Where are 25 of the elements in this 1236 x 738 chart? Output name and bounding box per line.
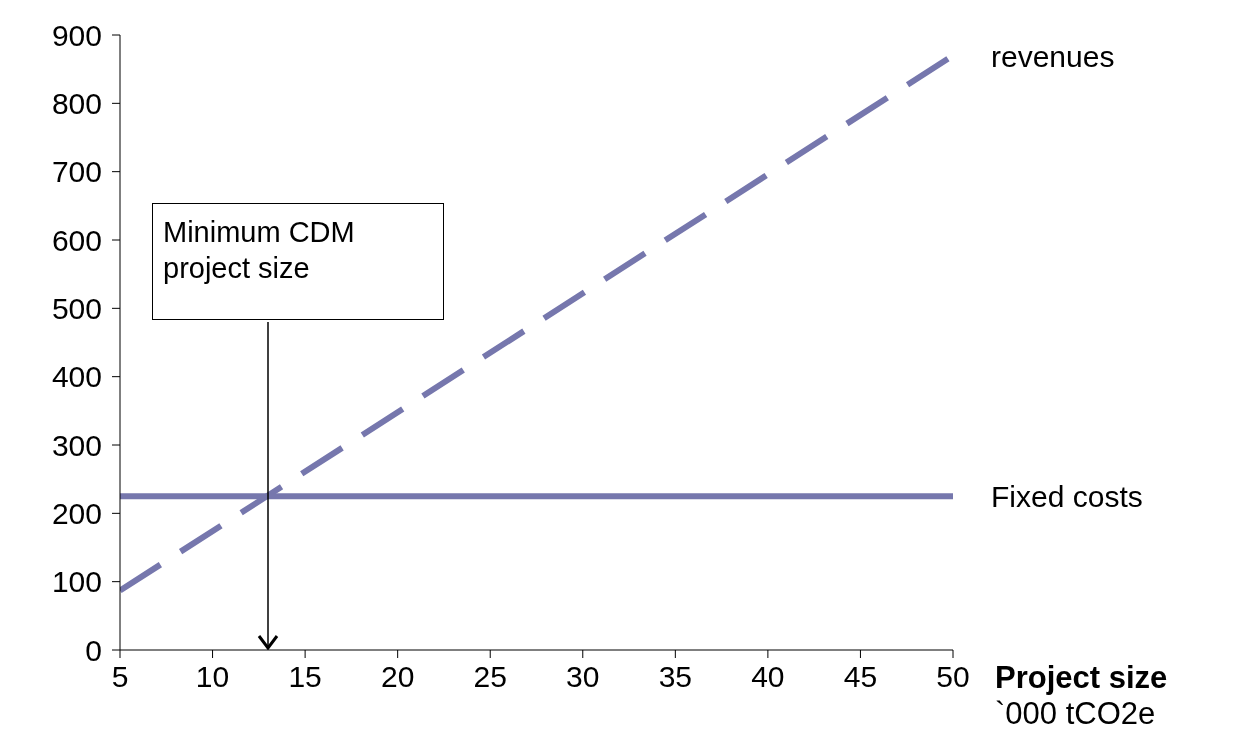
y-tick-label: 900 — [51, 18, 102, 52]
y-tick-label: 500 — [51, 291, 102, 325]
x-tick-label: 15 — [288, 660, 322, 694]
y-tick-label: 600 — [51, 223, 102, 257]
text: `000 tCO2e — [995, 696, 1157, 732]
series-label: Fixed costs — [991, 480, 1143, 514]
x-tick-label: 25 — [473, 660, 507, 694]
x-tick-label: 10 — [195, 660, 230, 694]
y-tick-label: 300 — [51, 428, 102, 462]
y-tick-label: 100 — [51, 565, 102, 599]
y-tick-label: 400 — [51, 360, 102, 394]
y-tick-label: 0 — [85, 633, 102, 667]
x-tick-label: 5 — [111, 660, 129, 694]
y-tick-label: 700 — [51, 155, 102, 189]
x-axis-title: Project size — [995, 660, 1168, 696]
callout-box: Minimum CDM project size — [152, 203, 444, 320]
x-tick-label: 30 — [566, 660, 600, 694]
series-label: revenues — [991, 39, 1115, 73]
x-tick-label: 35 — [658, 660, 693, 694]
x-tick-label: 40 — [751, 660, 785, 694]
x-tick-label: 50 — [936, 660, 970, 694]
x-tick-label: 45 — [843, 660, 878, 694]
y-tick-label: 200 — [51, 496, 102, 530]
y-tick-label: 800 — [51, 86, 102, 120]
x-tick-label: 20 — [380, 660, 415, 694]
